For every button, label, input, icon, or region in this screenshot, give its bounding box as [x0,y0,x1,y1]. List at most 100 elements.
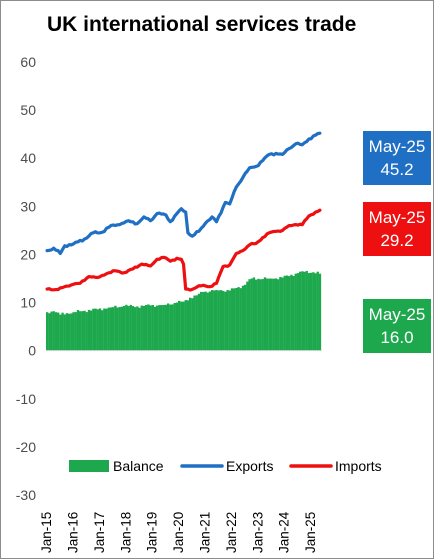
balance-bar [125,304,128,351]
x-axis: Jan-15 Jan-16 Jan-17 Jan-18 Jan-19 Jan-20 Jan-… [39,511,318,553]
balance-bar [63,314,66,351]
balance-bar [76,310,80,351]
exports-end-label: May-25 45.2 [363,131,431,185]
balance-bar [105,308,108,351]
balance-bar [178,300,181,351]
balance-bar [109,307,113,351]
balance-bar [281,277,284,351]
balance-bar [268,278,271,351]
balance-bar [312,272,315,351]
x-tick-label: Jan-24 [277,511,292,553]
balance-bar [189,297,192,351]
x-tick-label: Jan-18 [118,512,133,553]
balance-bar [288,276,291,351]
balance-bar [248,279,251,351]
balance-bar [134,307,137,351]
balance-bar [290,274,293,351]
balance-bar [149,305,152,351]
balance-end-value: 16.0 [380,328,414,347]
legend-label-imports: Imports [335,458,382,474]
balance-bar [96,309,99,351]
balance-bar [138,307,141,351]
balance-bar [171,304,174,351]
y-tick-label: 60 [20,54,36,70]
chart-title: UK international services trade [47,13,357,36]
balance-bar [107,307,110,351]
balance-bar [72,312,75,351]
balance-bar [167,303,170,351]
balance-bar [131,306,135,351]
balance-bar [54,312,58,351]
balance-bar [145,304,148,351]
x-tick-label: Jan-17 [92,512,107,553]
balance-bar [147,304,150,351]
balance-bar [182,301,185,351]
balance-bar [158,305,161,351]
balance-bar [277,279,280,351]
balance-bar [230,288,234,351]
balance-bar [180,301,183,351]
balance-bar [241,285,245,351]
y-tick-label: 30 [20,198,36,214]
balance-bar [112,307,115,351]
balance-bar [222,290,225,351]
balance-bar [235,288,238,351]
balance-bar [114,305,117,351]
exports-line [45,131,322,256]
balance-bar [164,304,168,351]
imports-end-value: 29.2 [380,231,414,250]
balance-bar [195,295,198,351]
exports-end-value: 45.2 [380,160,414,179]
y-tick-label: -10 [16,391,36,407]
balance-bar [103,308,106,351]
balance-bar [299,271,302,351]
balance-bar [233,288,236,351]
balance-bar [151,305,154,351]
balance-bar [202,291,205,351]
y-tick-label: 40 [20,150,36,166]
balance-bar [68,313,71,351]
balance-bar [206,292,209,351]
balance-bar [87,309,91,351]
balance-bar [74,312,77,351]
balance-bar [120,306,124,351]
balance-bars [46,270,322,351]
y-tick-label: -30 [16,487,36,503]
legend: Balance Exports Imports [69,458,382,474]
balance-bar [283,275,286,351]
imports-end-date: May-25 [368,208,426,227]
x-tick-label: Jan-15 [39,512,54,553]
balance-bar [250,278,253,351]
balance-bar [118,307,121,351]
legend-swatch-balance [69,460,109,472]
balance-bar [142,305,146,351]
balance-bar [90,310,93,351]
balance-bar [307,273,311,351]
balance-bar [175,302,179,351]
x-tick-label: Jan-22 [224,512,239,553]
balance-bar [219,290,223,351]
balance-bar [294,273,297,351]
balance-bar [46,312,49,351]
x-tick-label: Jan-21 [198,512,213,553]
x-tick-label: Jan-16 [66,512,81,553]
balance-bar [224,291,227,351]
balance-bar [169,304,172,351]
balance-bar [186,300,190,351]
balance-bar [270,278,273,351]
y-tick-label: 50 [20,102,36,118]
balance-bar [244,284,247,351]
balance-bar [94,308,97,351]
imports-series [45,208,322,292]
balance-bar [211,290,214,351]
x-tick-label: Jan-19 [145,512,160,553]
balance-bar [116,307,119,351]
balance-bar [101,310,104,351]
balance-bar [52,311,55,351]
balance-bar [272,278,275,351]
balance-bar [314,273,317,351]
imports-line [45,208,322,292]
balance-bar [310,272,313,351]
